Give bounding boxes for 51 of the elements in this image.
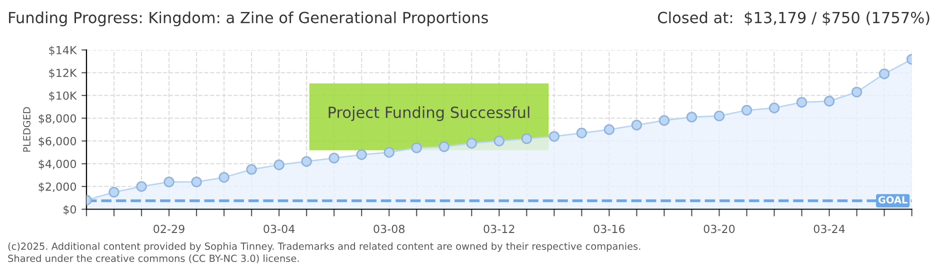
y-tick-label: $10K — [49, 91, 77, 102]
point — [604, 124, 615, 135]
y-tick-label: $0 — [64, 205, 76, 216]
point — [576, 128, 588, 138]
text: Closed at: $13,179 / $750 (1757%) — [658, 12, 930, 26]
point — [411, 142, 422, 154]
point — [246, 164, 257, 175]
y-tick-label: $14K — [49, 46, 77, 56]
annotation: Project Funding Successful — [328, 106, 530, 122]
point — [191, 176, 202, 188]
point — [164, 176, 174, 188]
point — [521, 133, 532, 144]
y-tick-label: $8,000 — [38, 114, 76, 124]
point — [741, 104, 752, 116]
point — [494, 136, 504, 146]
point — [136, 181, 147, 192]
y-tick-label: $4,000 — [38, 160, 76, 170]
x-tick-label: 03-16 — [594, 224, 625, 234]
text: Shared under the creative commons (CC BY-NC 3.0) license. — [8, 254, 299, 264]
point — [851, 86, 862, 98]
point — [796, 96, 808, 108]
point — [218, 172, 230, 183]
chart-title: Funding Progress: Kingdom: a Zine of Generational Proportions — [9, 12, 488, 26]
y-tick-label: $6,000 — [38, 136, 76, 147]
point — [631, 120, 642, 130]
point — [328, 152, 340, 164]
x-tick-label: 03-20 — [704, 224, 735, 234]
point — [301, 156, 312, 167]
x-tick-label: 03-04 — [264, 224, 295, 234]
point — [384, 147, 394, 158]
y-tick-label: $12K — [49, 68, 77, 79]
point — [768, 102, 780, 114]
point — [878, 68, 890, 80]
point — [686, 112, 698, 122]
point — [714, 110, 725, 122]
x-tick-label: 02-29 — [154, 224, 184, 234]
point — [108, 186, 120, 198]
point — [466, 138, 477, 149]
x-tick-label: 03-24 — [814, 224, 845, 234]
point — [274, 160, 284, 170]
text: (c)2025. Additional content provided by Sophia Tinney. Trademarks and related content are owned by their respective companies. — [8, 242, 640, 252]
point — [658, 115, 670, 126]
point — [548, 131, 560, 142]
y-axis-title: PLEDGED — [23, 107, 30, 152]
point — [438, 141, 450, 152]
point — [356, 149, 367, 160]
ref-line-label: GOAL — [878, 196, 908, 204]
point — [824, 96, 835, 107]
x-tick-label: 03-08 — [374, 224, 404, 234]
y-tick-label: $2,000 — [38, 182, 76, 192]
x-tick-label: 03-12 — [484, 224, 514, 234]
